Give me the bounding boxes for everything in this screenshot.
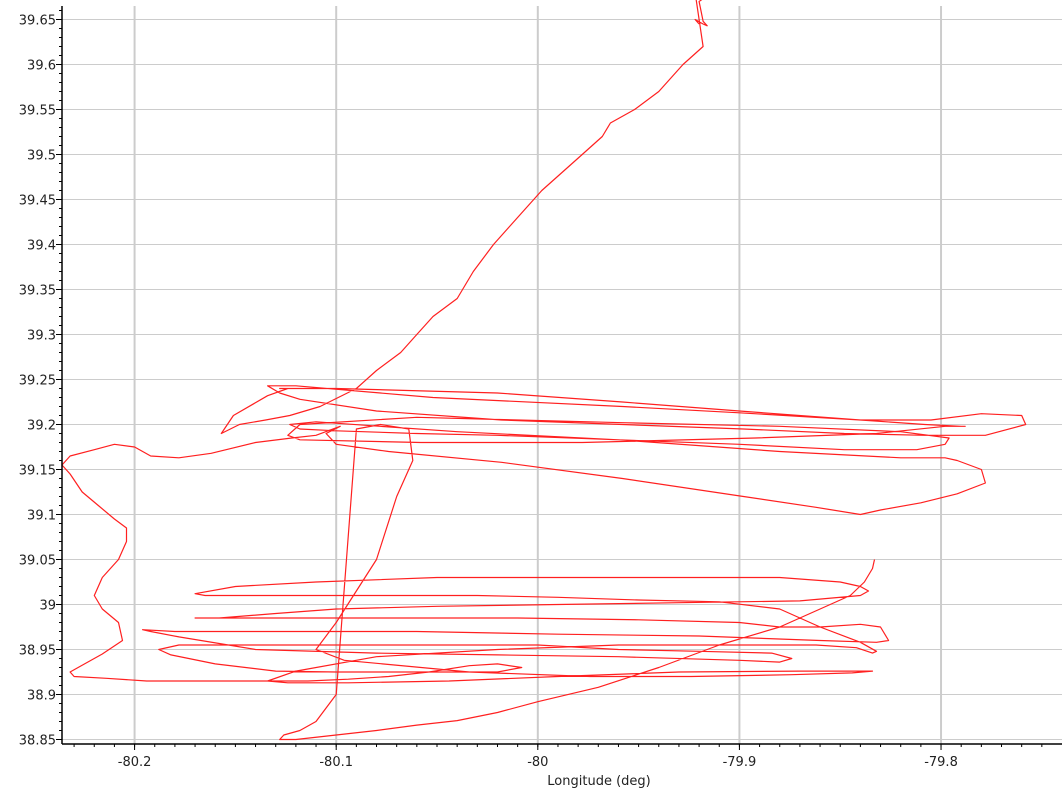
y-tick-label: 39.55 bbox=[19, 104, 56, 119]
y-tick-label: 39.45 bbox=[19, 194, 56, 209]
y-tick-label: 39.6 bbox=[27, 59, 56, 74]
x-tick-label: -80.1 bbox=[319, 755, 353, 770]
series-layer bbox=[61, 0, 1027, 741]
y-tick-label: 39.2 bbox=[27, 419, 56, 434]
y-tick-label: 38.9 bbox=[27, 689, 56, 704]
y-tick-label: 39.25 bbox=[19, 374, 56, 389]
flight-track-series bbox=[61, 0, 1027, 741]
y-tick-label: 39.15 bbox=[19, 464, 56, 479]
y-axis-ticks: 38.85 38.9 38.95 39 39.05 39.1 39.15 39.2 39.25 3… bbox=[19, 10, 62, 749]
y-tick-label: 39.05 bbox=[19, 554, 56, 569]
x-axis-title: Longitude (deg) bbox=[547, 774, 650, 789]
y-tick-label: 39.5 bbox=[27, 149, 56, 164]
axes bbox=[61, 6, 1062, 745]
y-tick-label: 39.4 bbox=[27, 239, 56, 254]
y-tick-label: 39.3 bbox=[27, 329, 56, 344]
x-tick-label: -79.8 bbox=[924, 755, 958, 770]
x-tick-label: -80.2 bbox=[118, 755, 152, 770]
y-tick-label: 39 bbox=[39, 599, 56, 614]
y-tick-label: 38.95 bbox=[19, 644, 56, 659]
y-tick-label: 39.1 bbox=[27, 509, 56, 524]
y-tick-label: 39.35 bbox=[19, 284, 56, 299]
x-tick-label: -79.9 bbox=[723, 755, 757, 770]
x-axis-ticks: -80.2 -80.1 -80 -79.9 -79.8 bbox=[73, 744, 1043, 770]
x-tick-label: -80 bbox=[527, 755, 548, 770]
y-tick-label: 39.65 bbox=[19, 14, 56, 29]
grid bbox=[62, 6, 1062, 744]
y-tick-label: 38.85 bbox=[19, 734, 56, 749]
